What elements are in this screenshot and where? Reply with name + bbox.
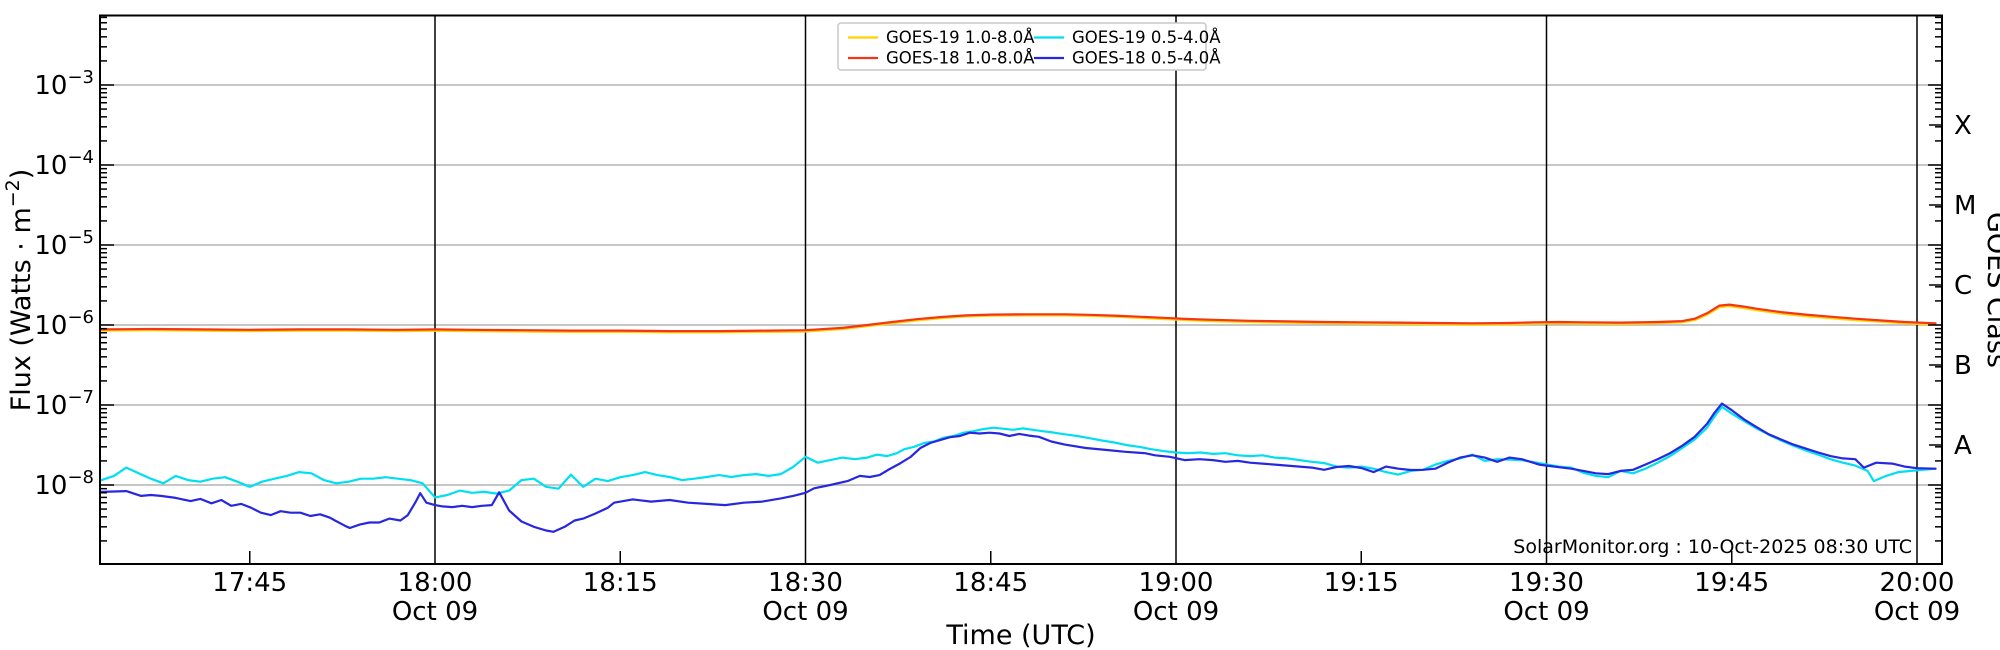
goes-class-labels: A B C M X — [1954, 111, 1976, 461]
x-tick-label: 18:45 — [953, 568, 1028, 598]
series-line-goes-18-short — [100, 402, 1937, 533]
x-tick-date: Oct 09 — [762, 597, 848, 627]
legend-box — [837, 22, 1207, 71]
y-tick-labels: 10−3 10−4 10−5 10−6 10−7 10−8 — [34, 67, 94, 501]
x-tick-date: Oct 09 — [1874, 597, 1960, 627]
x-tick-date: Oct 09 — [392, 597, 478, 627]
y-tick-label: 10−6 — [34, 307, 94, 341]
y-tick-label: 10−3 — [34, 67, 94, 101]
x-tick-date: Oct 09 — [1503, 597, 1589, 627]
x-tick-label: 19:30 — [1509, 568, 1584, 598]
series-goes-19-short — [100, 405, 1937, 499]
series-line-goes-18-long — [100, 303, 1937, 333]
x-tick-label: 18:00 — [398, 568, 473, 598]
x-tick-label: 19:45 — [1694, 568, 1769, 598]
legend-label-goes-18-long: GOES-18 1.0-8.0Å — [886, 49, 1035, 68]
goes-class-letter: C — [1954, 271, 1972, 301]
x-tick-label: 18:15 — [583, 568, 658, 598]
series-goes-18-long — [100, 303, 1937, 333]
goes-class-letter: A — [1954, 431, 1972, 461]
y-tick-label: 10−7 — [34, 387, 94, 421]
plot-frame — [99, 14, 1943, 565]
x-axis-label: Time (UTC) — [945, 620, 1095, 650]
x-tick-date: Oct 09 — [1133, 597, 1219, 627]
y-tick-label: 10−4 — [34, 147, 94, 181]
series-goes-18-short — [100, 402, 1937, 533]
goes-class-letter: B — [1954, 351, 1972, 381]
x-tick-label: 20:00 — [1880, 568, 1955, 598]
legend-label-goes-19-short: GOES-19 0.5-4.0Å — [1072, 28, 1221, 47]
series-goes-19-long — [100, 305, 1937, 334]
goes-class-letter: X — [1954, 111, 1972, 141]
legend-entry-goes-18-long: GOES-18 1.0-8.0Å — [848, 49, 1035, 68]
legend-label-goes-18-short: GOES-18 0.5-4.0Å — [1072, 49, 1221, 68]
legend-entry-goes-18-short: GOES-18 0.5-4.0Å — [1034, 49, 1221, 68]
x-tick-label: 18:30 — [768, 568, 843, 598]
series-line-goes-19-long — [100, 305, 1937, 334]
legend-label-goes-19-long: GOES-19 1.0-8.0Å — [886, 28, 1035, 47]
y-tick-label: 10−5 — [34, 227, 94, 261]
legend-entry-goes-19-long: GOES-19 1.0-8.0Å — [848, 28, 1035, 47]
legend: GOES-19 1.0-8.0Å GOES-18 1.0-8.0Å GOES-19 … — [837, 22, 1221, 71]
y-tick-label: 10−8 — [34, 467, 94, 501]
y-axis-label: Flux (Watts · m−2) — [2, 169, 37, 412]
right-axis-label: GOES Class — [1981, 212, 2000, 368]
x-gridlines — [434, 15, 1918, 564]
y-gridlines — [100, 84, 1942, 486]
x-tick-label: 17:45 — [212, 568, 287, 598]
goes-class-letter: M — [1954, 191, 1976, 221]
watermark: SolarMonitor.org : 10-Oct-2025 08:30 UTC — [1513, 536, 1912, 558]
axis-ticks — [100, 16, 1942, 564]
series-line-goes-19-short — [100, 405, 1937, 499]
x-tick-label: 19:00 — [1139, 568, 1214, 598]
x-tick-label: 19:15 — [1324, 568, 1399, 598]
legend-entry-goes-19-short: GOES-19 0.5-4.0Å — [1034, 28, 1221, 47]
